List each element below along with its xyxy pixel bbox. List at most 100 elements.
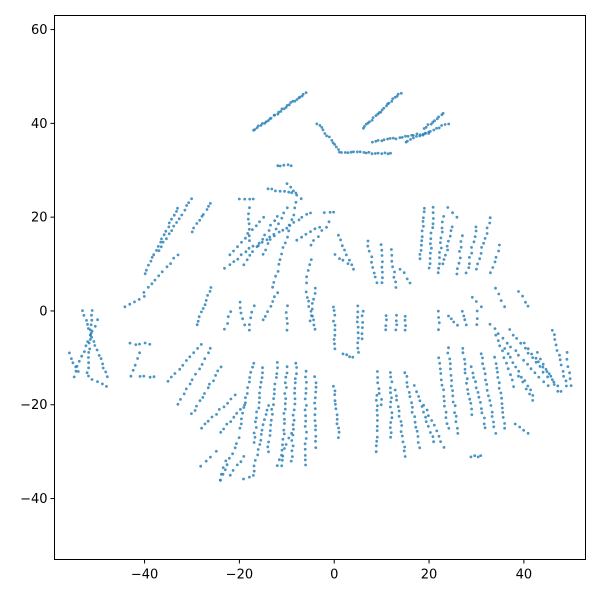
scatter-point (499, 391, 503, 395)
scatter-point (282, 107, 286, 111)
scatter-point (437, 266, 440, 270)
scatter-point (511, 361, 515, 364)
scatter-point (381, 270, 384, 274)
scatter-point (387, 101, 391, 105)
scatter-point (493, 327, 497, 330)
scatter-point (477, 395, 481, 399)
scatter-point (428, 262, 432, 265)
scatter-point (503, 347, 507, 350)
scatter-point (521, 380, 525, 384)
scatter-point (374, 114, 378, 117)
scatter-point (389, 431, 393, 434)
scatter-point (209, 286, 213, 289)
scatter-point (475, 317, 479, 320)
scatter-point (418, 134, 422, 138)
scatter-point (552, 383, 556, 386)
scatter-point (82, 314, 86, 317)
scatter-point (99, 357, 103, 360)
scatter-point (422, 210, 426, 214)
scatter-point (181, 363, 185, 367)
scatter-point (283, 392, 287, 395)
x-tick-label: 0 (330, 568, 338, 583)
scatter-point (340, 151, 343, 154)
scatter-point (276, 164, 280, 168)
scatter-point (238, 300, 242, 304)
scatter-point (438, 367, 442, 371)
scatter-point (254, 420, 257, 424)
scatter-point (170, 229, 174, 233)
scatter-point (198, 367, 202, 371)
scatter-point (539, 357, 542, 361)
scatter-point (68, 351, 71, 355)
scatter-point (404, 134, 407, 138)
scatter-point (569, 384, 573, 387)
scatter-point (161, 240, 165, 244)
scatter-point (282, 412, 286, 415)
scatter-point (291, 455, 294, 458)
scatter-point (280, 453, 283, 457)
scatter-point (208, 346, 212, 350)
scatter-point (461, 234, 464, 238)
scatter-point (72, 375, 76, 379)
scatter-point (558, 353, 561, 357)
scatter-point (283, 447, 286, 450)
scatter-point (456, 432, 460, 435)
scatter-point (384, 314, 388, 317)
scatter-point (261, 423, 265, 427)
scatter-point (176, 253, 180, 257)
scatter-point (303, 397, 307, 401)
scatter-point (142, 291, 146, 294)
scatter-point (442, 395, 446, 398)
scatter-point (236, 245, 239, 249)
scatter-point (207, 351, 210, 355)
scatter-point (382, 138, 386, 142)
scatter-point (138, 342, 141, 346)
scatter-point (449, 367, 452, 371)
scatter-point (352, 267, 355, 271)
scatter-point (423, 206, 426, 210)
scatter-point (479, 352, 483, 356)
scatter-point (276, 291, 280, 295)
scatter-point (469, 455, 473, 459)
scatter-point (449, 229, 453, 233)
scatter-point (394, 319, 398, 323)
scatter-point (239, 253, 243, 257)
scatter-point (313, 227, 317, 231)
scatter-point (538, 365, 542, 368)
scatter-point (176, 402, 180, 406)
scatter-point (337, 436, 340, 439)
scatter-point (485, 232, 489, 235)
scatter-point (529, 367, 533, 371)
scatter-point (196, 319, 200, 323)
scatter-point (71, 361, 75, 365)
scatter-point (487, 394, 490, 398)
scatter-point (256, 244, 260, 248)
scatter-point (490, 410, 494, 414)
scatter-point (437, 316, 440, 319)
scatter-point (344, 253, 348, 257)
scatter-point (488, 322, 492, 326)
scatter-point (349, 150, 353, 154)
scatter-point (431, 211, 435, 215)
scatter-point (261, 366, 264, 370)
scatter-point (221, 466, 225, 469)
scatter-point (451, 394, 455, 398)
scatter-point (356, 304, 360, 308)
scatter-point (415, 390, 418, 394)
scatter-point (313, 413, 317, 417)
scatter-point (395, 323, 399, 327)
scatter-point (517, 374, 520, 378)
scatter-point (214, 374, 218, 377)
scatter-point (287, 436, 291, 440)
scatter-point (388, 137, 392, 140)
scatter-point (439, 241, 442, 245)
scatter-point (271, 412, 274, 416)
scatter-point (275, 361, 279, 364)
scatter-point (451, 211, 454, 215)
scatter-point (284, 375, 288, 379)
scatter-point (346, 151, 350, 155)
scatter-point (333, 399, 337, 403)
scatter-point (471, 371, 475, 375)
scatter-point (285, 104, 289, 107)
scatter-point (327, 220, 331, 224)
